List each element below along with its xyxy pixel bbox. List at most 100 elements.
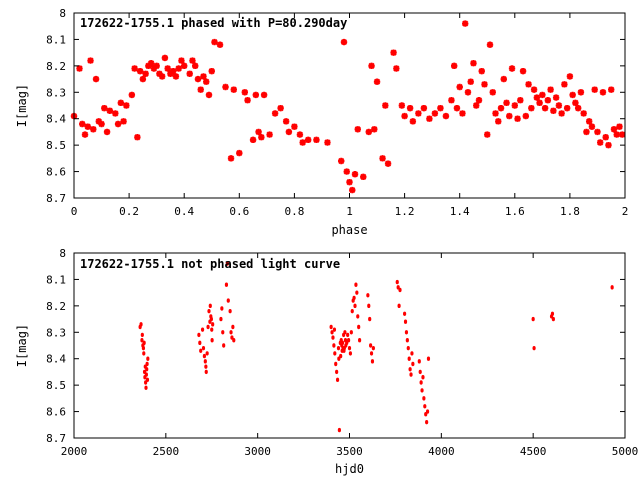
phased-data-point	[539, 91, 546, 99]
phased-data-point	[602, 134, 609, 141]
phased-x-tick-label: 1.6	[505, 205, 525, 218]
unphased-x-tick-label: 5000	[612, 445, 639, 458]
phased-data-point	[599, 89, 607, 96]
phased-data-point	[450, 62, 458, 70]
phased-data-point	[442, 112, 450, 120]
phased-x-tick-label: 1.4	[450, 205, 470, 218]
phased-data-point	[266, 131, 273, 138]
phased-data-point	[208, 67, 215, 75]
phased-x-tick-label: 1	[346, 205, 353, 218]
phased-y-tick-label: 8.1	[46, 33, 66, 46]
phased-data-point	[106, 107, 114, 114]
phased-data-point	[230, 86, 237, 93]
phased-data-point	[459, 110, 466, 117]
unphased-data-point	[405, 338, 409, 343]
unphased-data-point	[142, 351, 146, 356]
unphased-data-point	[219, 316, 223, 322]
phased-data-point	[349, 186, 356, 194]
phased-data-point	[563, 104, 571, 112]
phased-data-point	[304, 136, 312, 144]
phased-data-point	[139, 75, 147, 83]
phased-data-point	[437, 104, 444, 112]
unphased-data-point	[334, 361, 338, 367]
phased-data-point	[503, 99, 510, 107]
phased-data-point	[192, 62, 199, 70]
unphased-data-point	[145, 361, 149, 367]
phased-data-point	[489, 89, 496, 96]
unphased-data-point	[332, 343, 336, 348]
unphased-data-point	[228, 308, 232, 314]
unphased-data-point	[197, 332, 201, 338]
phased-data-point	[296, 131, 304, 138]
phased-data-point	[591, 86, 598, 93]
phased-x-tick-label: 0.8	[284, 205, 304, 218]
unphased-data-point	[421, 375, 425, 380]
phased-data-point	[470, 60, 477, 67]
unphased-y-tick-label: 8.4	[46, 353, 66, 366]
unphased-data-point	[203, 359, 207, 364]
phased-y-tick-label: 8.3	[46, 86, 66, 99]
phased-data-point	[150, 65, 158, 72]
unphased-y-tick-label: 8	[59, 247, 66, 260]
phased-y-tick-label: 8.5	[46, 139, 66, 152]
phased-data-point	[79, 120, 86, 128]
unphased-data-point	[370, 359, 375, 364]
phased-data-point	[95, 118, 102, 125]
unphased-data-point	[144, 372, 148, 377]
unphased-data-point	[206, 324, 210, 330]
unphased-data-point	[204, 369, 208, 375]
unphased-data-point	[340, 340, 345, 346]
phased-data-point	[120, 118, 127, 125]
phased-data-point	[484, 131, 491, 138]
unphased-x-ticks: 2000 2500 3000 3500 4000 4500 5000	[61, 253, 639, 458]
phased-data-point	[175, 65, 182, 72]
phased-data-point	[384, 160, 392, 167]
phased-data-point	[169, 67, 177, 75]
unphased-y-tick-label: 8.6	[46, 406, 66, 419]
phased-data-point	[194, 75, 202, 83]
phased-data-point	[522, 112, 530, 120]
unphased-x-tick-label: 3500	[336, 445, 363, 458]
phased-data-point	[158, 73, 166, 80]
unphased-data-point	[200, 327, 205, 332]
unphased-data-point	[224, 282, 229, 287]
phased-data-point	[285, 128, 293, 136]
phased-data-point	[456, 83, 463, 91]
phased-y-tick-label: 8	[59, 7, 66, 20]
phased-data-point	[313, 136, 320, 144]
phased-data-point	[415, 110, 422, 117]
unphased-data-point	[355, 290, 359, 295]
phased-x-ticks: 0 0.2 0.4 0.6 0.8 1 1.2 1.4 1.6 1.8 2	[71, 13, 628, 218]
unphased-data-point	[353, 303, 357, 309]
phased-data-point	[156, 70, 163, 77]
phased-data-point	[368, 62, 375, 70]
unphased-data-point	[146, 356, 150, 361]
unphased-data-point	[142, 340, 146, 346]
unphased-data-point	[426, 356, 431, 361]
phased-data-point	[528, 104, 535, 112]
phased-data-point	[605, 141, 612, 149]
phased-data-point	[340, 38, 348, 46]
phased-light-curve-panel: 8 8.1 8.2 8.3 8.4 8.5 8.6 8.7 0 0.2 0.4 0.6 0.8 1 1.2…	[15, 7, 628, 237]
unphased-data-point	[141, 345, 146, 351]
phased-data-point	[338, 157, 345, 165]
unphased-data-point	[369, 351, 374, 356]
phased-data-point	[153, 62, 160, 70]
unphased-data-point	[425, 409, 430, 414]
unphased-data-point	[410, 351, 414, 356]
phased-data-point	[351, 171, 359, 178]
phased-data-point	[197, 86, 204, 93]
phased-data-point	[613, 131, 620, 138]
phased-x-axis-label: phase	[331, 223, 367, 237]
unphased-data-point	[346, 332, 350, 338]
unphased-data-point	[551, 316, 555, 322]
phased-x-tick-label: 0.4	[174, 205, 194, 218]
unphased-data-point	[331, 335, 335, 340]
phased-data-point	[346, 178, 353, 186]
phased-data-point	[271, 110, 279, 117]
unphased-data-point	[139, 322, 143, 327]
phased-data-point	[569, 91, 576, 99]
phased-y-tick-label: 8.2	[46, 60, 66, 73]
phased-data-point	[426, 115, 433, 122]
phased-data-point	[401, 112, 408, 120]
